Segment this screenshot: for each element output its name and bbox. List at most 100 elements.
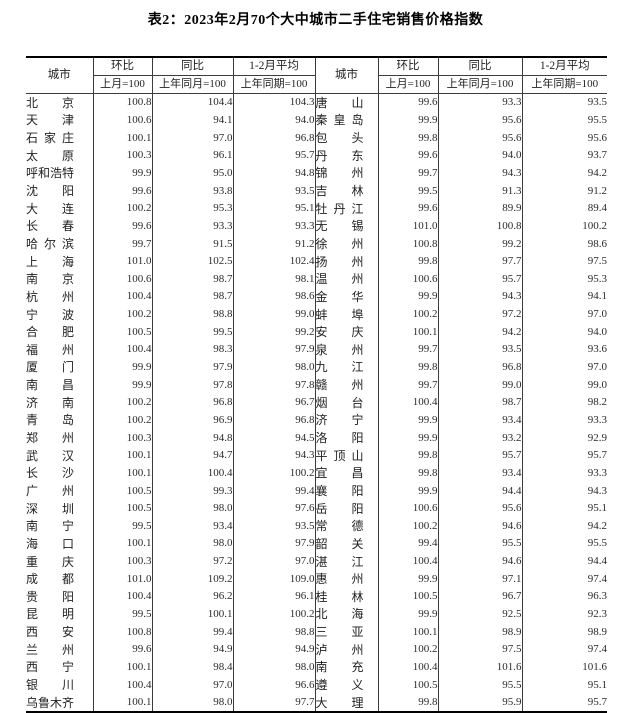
yoy-value-left: 104.4 <box>152 93 234 112</box>
city-cell-right: 牡丹江 <box>315 199 379 218</box>
header-city-left: 城市 <box>26 57 94 94</box>
avg-value-right: 94.0 <box>587 325 607 338</box>
city-name-left: 太原 <box>26 148 74 163</box>
table-row: 西宁 100.1 98.4 98.0 南充 100.4 101.6 101.6 <box>26 658 607 677</box>
city-name-left: 合肥 <box>26 325 74 340</box>
city-name-right: 平顶山 <box>315 448 364 463</box>
table-row: 西安 100.8 99.4 98.8 三亚 100.1 98.9 98.9 <box>26 623 607 641</box>
table-row: 哈尔滨 99.7 91.5 91.2 徐州 100.8 99.2 98.6 <box>26 235 607 253</box>
avg-value-left: 93.5 <box>233 182 316 200</box>
mom-value-left: 100.4 <box>93 340 153 359</box>
table-row: 乌鲁木齐 100.1 98.0 97.7 大理 99.8 95.9 95.7 <box>26 693 607 713</box>
yoy-value-left: 95.3 <box>152 199 234 218</box>
yoy-value-left: 98.7 <box>152 270 234 289</box>
avg-value-right: 93.5 <box>587 96 607 109</box>
mom-value-right: 100.8 <box>378 235 439 253</box>
city-name-left: 长沙 <box>26 466 74 481</box>
price-index-table: 城市 环比 同比 1-2月平均 城市 环比 同比 1-2月平均 上月=100 上… <box>26 56 607 713</box>
mom-value-right: 100.2 <box>378 305 439 324</box>
city-cell-left: 太原 <box>26 146 94 165</box>
yoy-value-left: 94.1 <box>152 111 234 130</box>
yoy-value-left: 95.0 <box>152 164 234 183</box>
mom-value-left: 100.2 <box>93 305 153 324</box>
city-name-left: 银川 <box>26 677 74 692</box>
avg-value-right: 92.3 <box>587 608 607 620</box>
header-avg-base-left: 上年同期=100 <box>233 75 316 94</box>
city-name-left: 郑州 <box>26 431 74 446</box>
mom-value-right: 99.8 <box>378 446 439 465</box>
mom-value-right: 100.6 <box>378 270 439 289</box>
city-cell-left: 重庆 <box>26 552 94 571</box>
avg-value-right: 97.4 <box>587 572 607 585</box>
city-name-right: 遵义 <box>315 677 364 692</box>
city-name-right: 温州 <box>315 272 364 287</box>
city-cell-left: 郑州 <box>26 429 94 447</box>
city-name-left: 西宁 <box>26 660 74 675</box>
table-row: 福州 100.4 98.3 97.9 泉州 99.7 93.5 93.6 <box>26 340 607 359</box>
mom-value-right: 99.9 <box>378 411 439 430</box>
yoy-value-left: 98.0 <box>152 693 234 713</box>
yoy-value-left: 93.8 <box>152 182 234 200</box>
header-yoy-left: 同比 <box>152 57 234 76</box>
city-name-right: 九江 <box>315 360 364 375</box>
mom-value-right: 99.9 <box>378 482 439 500</box>
mom-value-left: 100.1 <box>93 658 153 677</box>
yoy-value-right: 94.6 <box>438 517 523 536</box>
mom-value-right: 100.1 <box>378 323 439 341</box>
city-name-right: 金华 <box>315 289 364 304</box>
avg-value-right: 95.1 <box>587 502 607 515</box>
city-cell-right: 丹东 <box>315 146 379 165</box>
yoy-value-left: 94.7 <box>152 446 234 465</box>
city-name-left: 南京 <box>26 272 74 287</box>
yoy-value-right: 95.5 <box>438 535 523 553</box>
city-cell-left: 厦门 <box>26 358 94 377</box>
yoy-value-right: 94.3 <box>438 288 523 306</box>
city-cell-right: 遵义 <box>315 676 379 694</box>
table-row: 南昌 99.9 97.8 97.8 赣州 99.7 99.0 99.0 <box>26 376 607 394</box>
yoy-value-left: 109.2 <box>152 570 234 588</box>
city-name-right: 赣州 <box>315 378 364 393</box>
avg-value-left: 100.2 <box>233 605 316 624</box>
yoy-value-left: 93.3 <box>152 217 234 236</box>
city-name-left: 呼和浩特 <box>26 166 75 181</box>
yoy-value-left: 99.4 <box>152 623 234 641</box>
mom-value-right: 99.8 <box>378 252 439 271</box>
city-cell-right: 南充 <box>315 658 379 677</box>
table-row: 宁波 100.2 98.8 99.0 蚌埠 100.2 97.2 97.0 <box>26 305 607 324</box>
table-row: 上海 101.0 102.5 102.4 扬州 99.8 97.7 97.5 <box>26 252 607 271</box>
avg-value-left: 109.0 <box>233 570 316 588</box>
city-name-left: 宁波 <box>26 307 74 322</box>
mom-value-right: 100.1 <box>378 623 439 641</box>
city-cell-right: 无锡 <box>315 217 379 236</box>
yoy-value-left: 98.8 <box>152 305 234 324</box>
avg-value-right: 97.0 <box>587 308 607 321</box>
city-cell-left: 沈阳 <box>26 182 94 200</box>
city-name-right: 徐州 <box>315 236 364 251</box>
avg-value-left: 95.1 <box>233 199 316 218</box>
city-name-left: 南昌 <box>26 378 74 393</box>
mom-value-right: 99.6 <box>378 199 439 218</box>
avg-value-left: 95.7 <box>233 146 316 165</box>
city-name-right: 秦皇岛 <box>315 113 364 128</box>
city-name-left: 广州 <box>26 483 74 498</box>
city-name-right: 包头 <box>315 131 364 146</box>
city-name-left: 长春 <box>26 219 74 234</box>
mom-value-left: 99.6 <box>93 182 153 200</box>
city-name-left: 福州 <box>26 342 74 357</box>
city-cell-left: 广州 <box>26 482 94 500</box>
city-cell-left: 南宁 <box>26 517 94 536</box>
avg-value-left: 94.5 <box>233 429 316 447</box>
mom-value-left: 99.9 <box>93 164 153 183</box>
yoy-value-right: 101.6 <box>438 658 523 677</box>
avg-value-left: 99.2 <box>233 323 316 341</box>
city-name-right: 常德 <box>315 519 364 534</box>
mom-value-left: 100.6 <box>93 270 153 289</box>
city-name-right: 扬州 <box>315 254 364 269</box>
yoy-value-right: 95.9 <box>438 693 523 713</box>
mom-value-left: 99.9 <box>93 358 153 377</box>
city-cell-left: 北京 <box>26 93 94 112</box>
city-name-right: 泉州 <box>315 342 364 357</box>
mom-value-right: 99.9 <box>378 429 439 447</box>
table-row: 太原 100.3 96.1 95.7 丹东 99.6 94.0 93.7 <box>26 146 607 165</box>
city-name-right: 惠州 <box>315 572 364 587</box>
